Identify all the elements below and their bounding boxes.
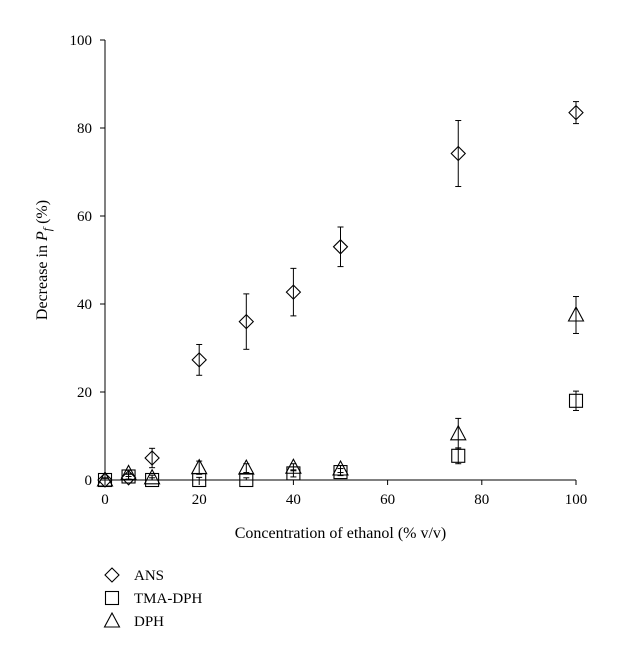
- dph-error-bar: [149, 474, 156, 481]
- legend-item-tma-dph: TMA-DPH: [104, 590, 203, 607]
- legend-item-dph: DPH: [103, 611, 164, 630]
- legend-item-ans: ANS: [104, 567, 164, 584]
- tma-dph-error-bar: [243, 477, 250, 481]
- x-axis-title: Concentration of ethanol (% v/v): [235, 525, 447, 542]
- legend: ANS TMA-DPH DPH: [103, 567, 203, 630]
- ans-error-bar: [337, 226, 344, 268]
- dph-error-bar: [455, 417, 462, 450]
- y-axis-title-suffix: (%): [34, 200, 51, 228]
- y-axis-title-sub: f: [40, 226, 54, 231]
- dph-error-bar: [573, 296, 579, 334]
- tma-dph-error-bar: [455, 447, 462, 465]
- dph-point: [284, 458, 302, 474]
- legend-marker-dph: [103, 611, 121, 628]
- legend-label-dph: DPH: [134, 614, 164, 630]
- tma-dph-point: [239, 472, 254, 488]
- tma-dph-error-bar: [196, 476, 203, 481]
- y-tick-label: 100: [70, 33, 93, 49]
- y-tick-label: 0: [85, 473, 93, 489]
- legend-label-tma-dph: TMA-DPH: [134, 591, 203, 607]
- dph-point: [190, 458, 208, 475]
- dph-point: [332, 459, 349, 476]
- ans-error-bar: [243, 293, 250, 350]
- legend-label-ans: ANS: [134, 568, 164, 584]
- error-bars: [102, 101, 579, 481]
- dph-point: [567, 305, 585, 322]
- tma-dph-point: [145, 472, 160, 488]
- y-tick-label: 60: [77, 209, 92, 225]
- ticks: 0 20 40 60 80 100 0 20 40 60 80 100: [70, 33, 588, 508]
- x-tick-label: 20: [192, 492, 207, 508]
- markers: [96, 104, 585, 488]
- y-axis-title-var: P: [34, 231, 51, 242]
- tma-dph-point: [451, 448, 466, 463]
- tma-dph-point: [568, 393, 584, 408]
- y-tick-label: 80: [77, 121, 92, 137]
- ans-point: [568, 104, 584, 121]
- ans-error-bar: [455, 120, 462, 188]
- y-axis-title: Decrease in Pf (%): [34, 200, 54, 320]
- x-tick-label: 60: [380, 492, 395, 508]
- ans-point: [238, 313, 255, 330]
- ans-error-bar: [196, 343, 203, 376]
- dph-point: [120, 464, 137, 480]
- ans-point: [191, 352, 207, 368]
- x-tick-label: 80: [474, 492, 489, 508]
- axes: [104, 40, 576, 481]
- dph-error-bar: [196, 460, 203, 475]
- ans-point: [332, 239, 349, 255]
- ans-error-bar: [290, 267, 297, 317]
- dph-error-bar: [102, 477, 108, 481]
- legend-marker-tma-dph: [104, 590, 120, 606]
- dph-point: [96, 470, 114, 487]
- ans-point: [450, 145, 467, 162]
- y-axis-title-prefix: Decrease in: [34, 241, 51, 320]
- dph-point: [237, 458, 255, 475]
- x-tick-label: 40: [286, 492, 301, 508]
- legend-marker-ans: [104, 567, 120, 583]
- ans-point: [120, 470, 137, 486]
- x-tick-label: 100: [565, 492, 588, 508]
- ans-point: [144, 450, 160, 466]
- y-tick-label: 40: [77, 297, 92, 313]
- ans-point: [285, 284, 302, 300]
- y-tick-label: 20: [77, 385, 92, 401]
- dph-point: [143, 468, 161, 485]
- x-tick-label: 0: [101, 492, 109, 508]
- dph-point: [449, 424, 467, 441]
